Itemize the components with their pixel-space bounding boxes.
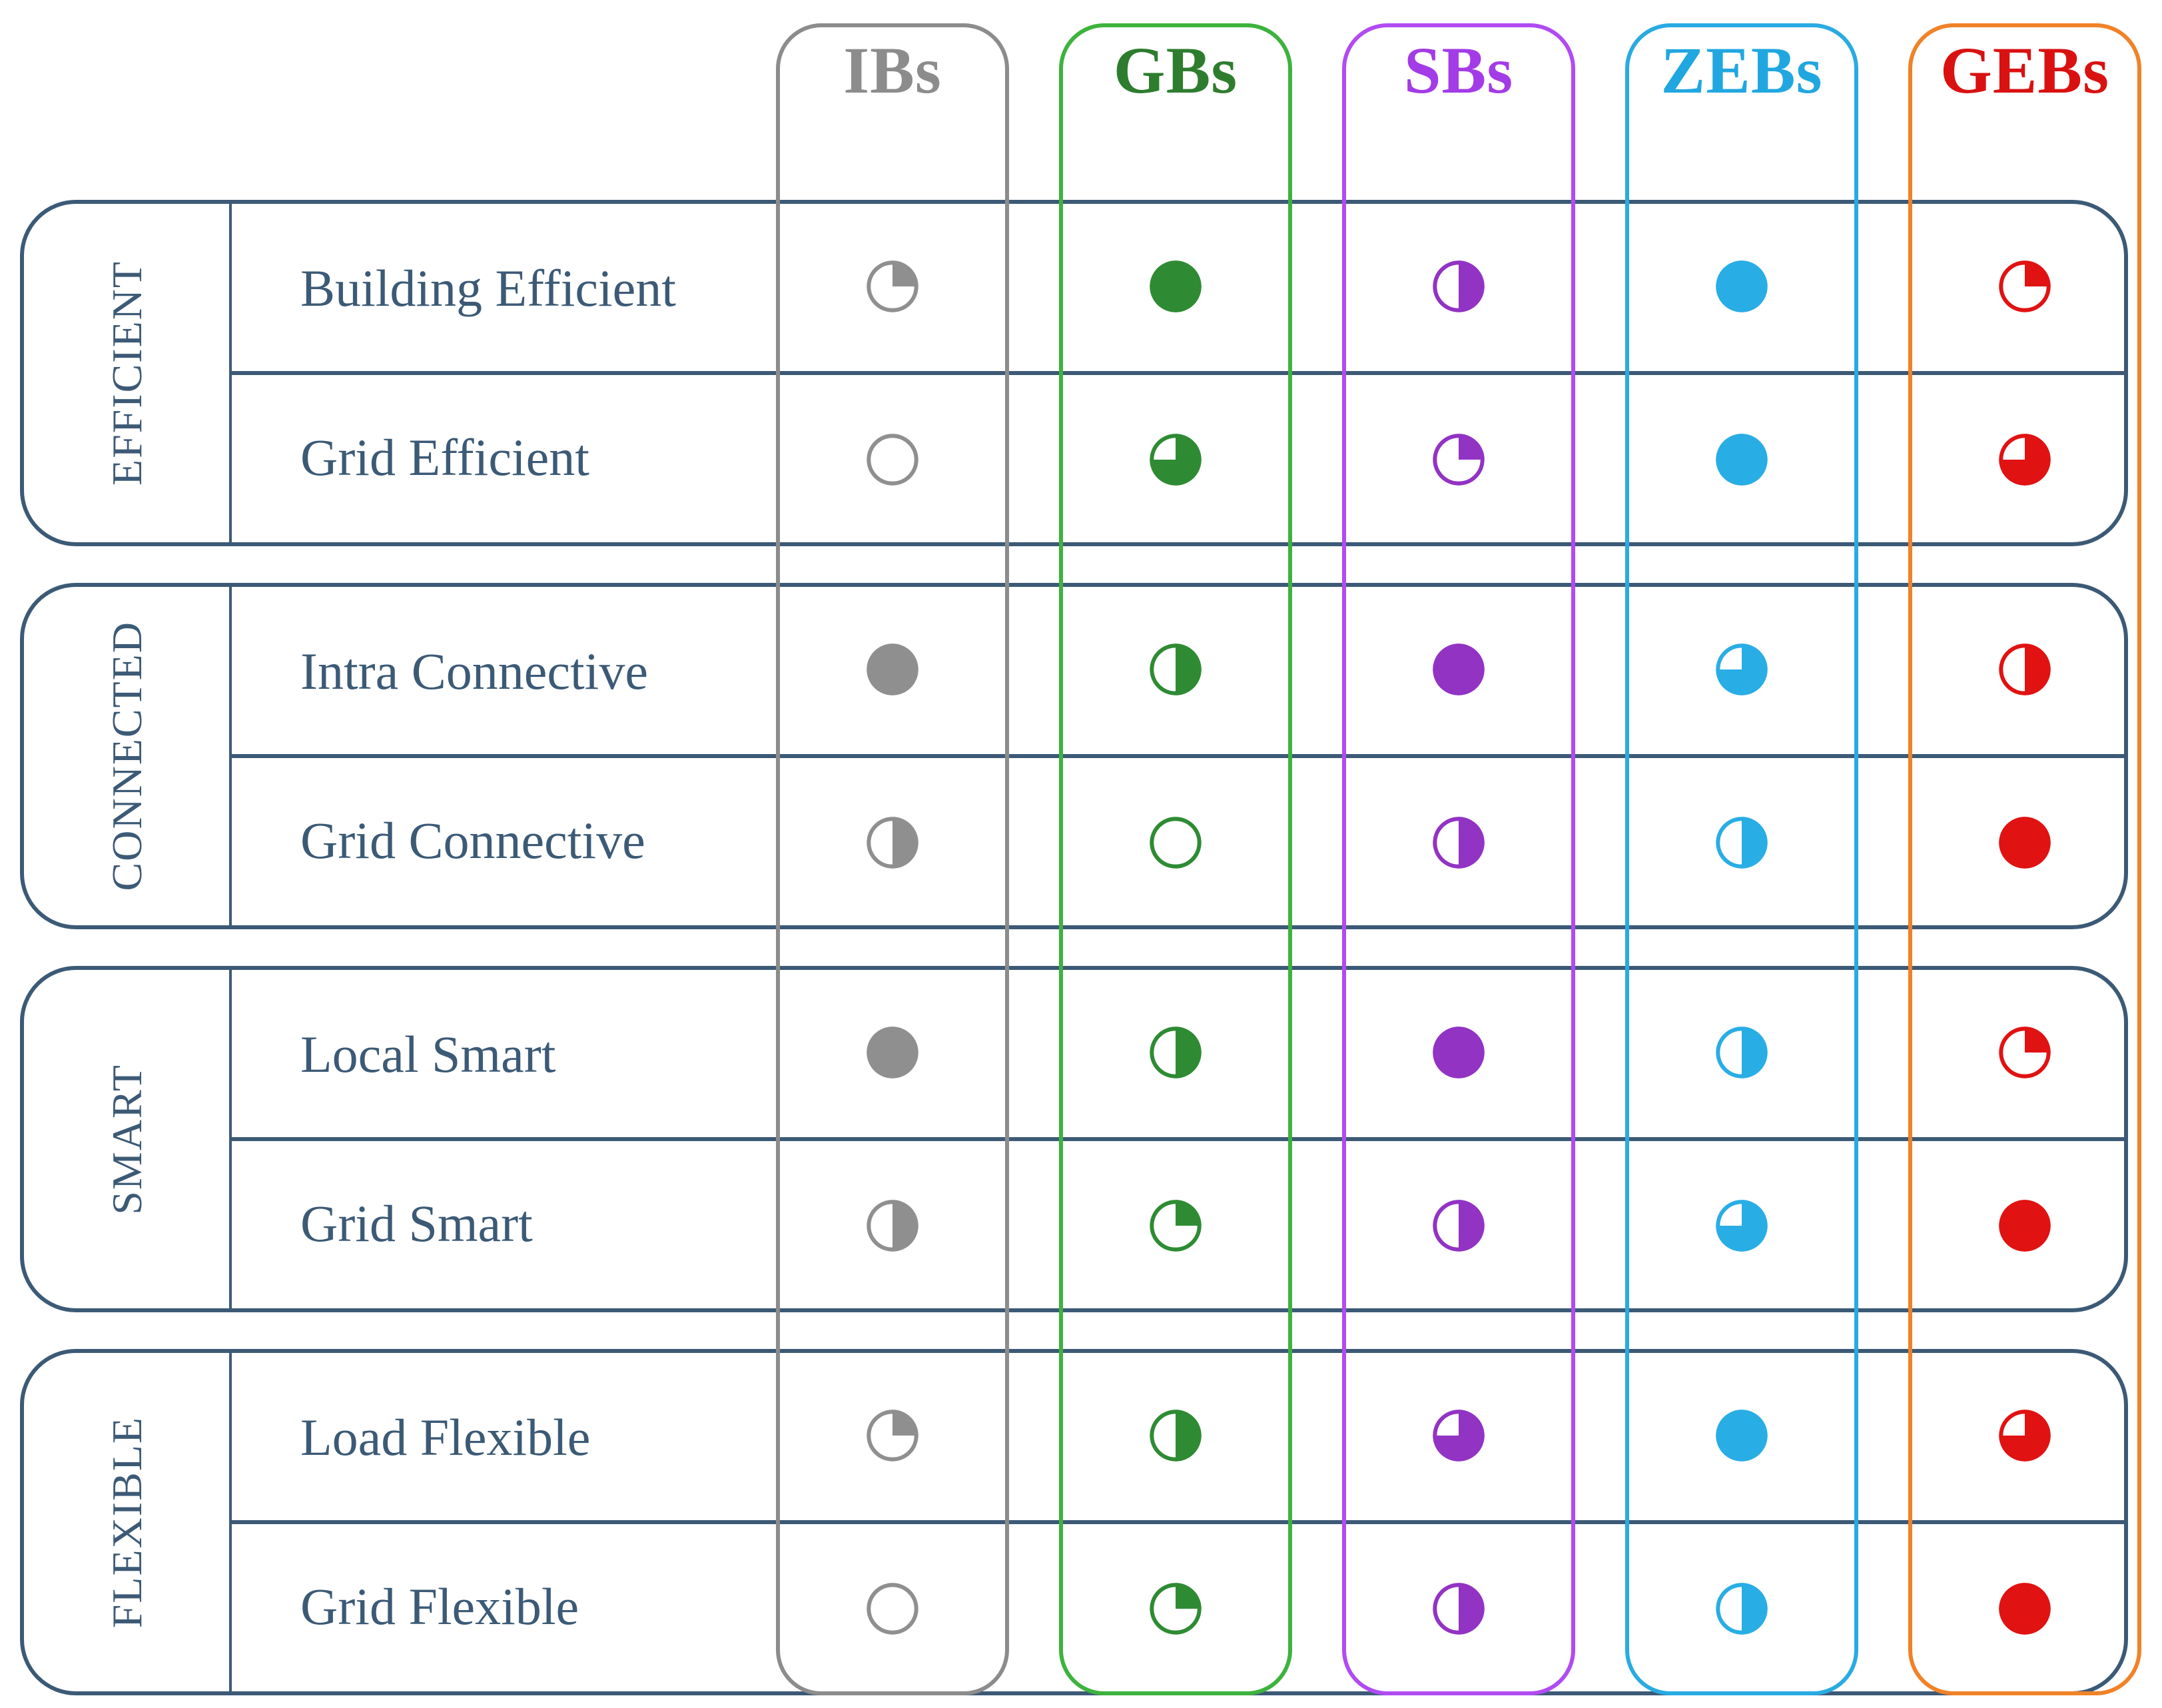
harvey-ball-100-icon xyxy=(864,1024,921,1081)
row-divider xyxy=(230,754,2124,758)
harvey-ball-0-icon xyxy=(1147,814,1204,871)
harvey-ball-100-icon xyxy=(1713,258,1770,315)
harvey-ball-25-icon xyxy=(864,1407,921,1464)
harvey-ball-50-icon xyxy=(1147,1407,1204,1464)
column-header-sbs: SBs xyxy=(1403,33,1514,107)
row-label-building-efficient: Building Efficient xyxy=(300,259,676,317)
column-pill-sbs xyxy=(1342,23,1575,1695)
row-label-intra-connective: Intra Connective xyxy=(300,642,648,700)
harvey-ball-75-icon xyxy=(1996,1407,2053,1464)
harvey-ball-50-icon xyxy=(1147,641,1204,698)
harvey-ball-0-icon xyxy=(864,431,921,488)
harvey-ball-75-icon xyxy=(1713,641,1770,698)
harvey-ball-100-icon xyxy=(1430,641,1487,698)
harvey-ball-100-icon xyxy=(1147,258,1204,315)
harvey-ball-75-icon xyxy=(1147,431,1204,488)
harvey-ball-75-icon xyxy=(1996,431,2053,488)
group-label-efficient: EFFICIENT xyxy=(103,260,151,486)
harvey-ball-25-icon xyxy=(864,258,921,315)
group-label-smart: SMART xyxy=(103,1063,151,1215)
row-label-grid-efficient: Grid Efficient xyxy=(300,428,589,486)
group-label-area: FLEXIBLE xyxy=(24,1353,230,1691)
group-box-efficient: EFFICIENT Building Efficient Grid Efficien… xyxy=(20,200,2128,546)
column-pill-gebs xyxy=(1908,23,2141,1695)
harvey-ball-50-icon xyxy=(1713,814,1770,871)
harvey-ball-100-icon xyxy=(864,641,921,698)
row-label-grid-connective: Grid Connective xyxy=(300,811,645,869)
column-header-gbs: GBs xyxy=(1113,33,1238,107)
row-label-grid-flexible: Grid Flexible xyxy=(300,1577,579,1635)
harvey-ball-100-icon xyxy=(1996,814,2053,871)
group-label-flexible: FLEXIBLE xyxy=(103,1416,151,1629)
harvey-ball-50-icon xyxy=(1713,1580,1770,1637)
harvey-ball-0-icon xyxy=(864,1580,921,1637)
group-label-area: SMART xyxy=(24,970,230,1308)
row-label-local-smart: Local Smart xyxy=(300,1025,556,1083)
column-header-gebs: GEBs xyxy=(1940,33,2110,107)
harvey-ball-25-icon xyxy=(1430,431,1487,488)
harvey-ball-100-icon xyxy=(1430,1024,1487,1081)
column-pill-ibs xyxy=(776,23,1009,1695)
harvey-ball-100-icon xyxy=(1996,1580,2053,1637)
row-divider xyxy=(230,1137,2124,1141)
harvey-ball-50-icon xyxy=(1996,641,2053,698)
column-header-ibs: IBs xyxy=(843,33,942,107)
harvey-ball-50-icon xyxy=(1713,1024,1770,1081)
harvey-ball-50-icon xyxy=(864,814,921,871)
harvey-ball-75-icon xyxy=(1713,1197,1770,1254)
harvey-ball-100-icon xyxy=(1713,1407,1770,1464)
group-box-smart: SMART Local Smart Grid Smart xyxy=(20,966,2128,1312)
group-label-area: EFFICIENT xyxy=(24,204,230,542)
group-label-area: CONNECTED xyxy=(24,587,230,925)
harvey-ball-50-icon xyxy=(1430,814,1487,871)
row-label-load-flexible: Load Flexible xyxy=(300,1408,591,1466)
group-box-flexible: FLEXIBLE Load Flexible Grid Flexible xyxy=(20,1349,2128,1695)
column-pill-zebs xyxy=(1625,23,1858,1695)
column-header-zebs: ZEBs xyxy=(1660,33,1823,107)
group-label-connected: CONNECTED xyxy=(103,621,151,891)
row-divider xyxy=(230,1520,2124,1524)
harvey-ball-50-icon xyxy=(1430,258,1487,315)
row-divider xyxy=(230,371,2124,375)
harvey-ball-25-icon xyxy=(1996,1024,2053,1081)
column-pill-gbs xyxy=(1059,23,1292,1695)
harvey-ball-50-icon xyxy=(1147,1024,1204,1081)
harvey-ball-25-icon xyxy=(1147,1580,1204,1637)
group-box-connected: CONNECTED Intra Connective Grid Connective xyxy=(20,583,2128,929)
harvey-ball-25-icon xyxy=(1996,258,2053,315)
harvey-ball-50-icon xyxy=(864,1197,921,1254)
harvey-ball-50-icon xyxy=(1430,1197,1487,1254)
harvey-ball-75-icon xyxy=(1430,1407,1487,1464)
harvey-ball-50-icon xyxy=(1430,1580,1487,1637)
harvey-ball-100-icon xyxy=(1996,1197,2053,1254)
row-label-grid-smart: Grid Smart xyxy=(300,1194,533,1252)
harvey-ball-25-icon xyxy=(1147,1197,1204,1254)
harvey-ball-100-icon xyxy=(1713,431,1770,488)
